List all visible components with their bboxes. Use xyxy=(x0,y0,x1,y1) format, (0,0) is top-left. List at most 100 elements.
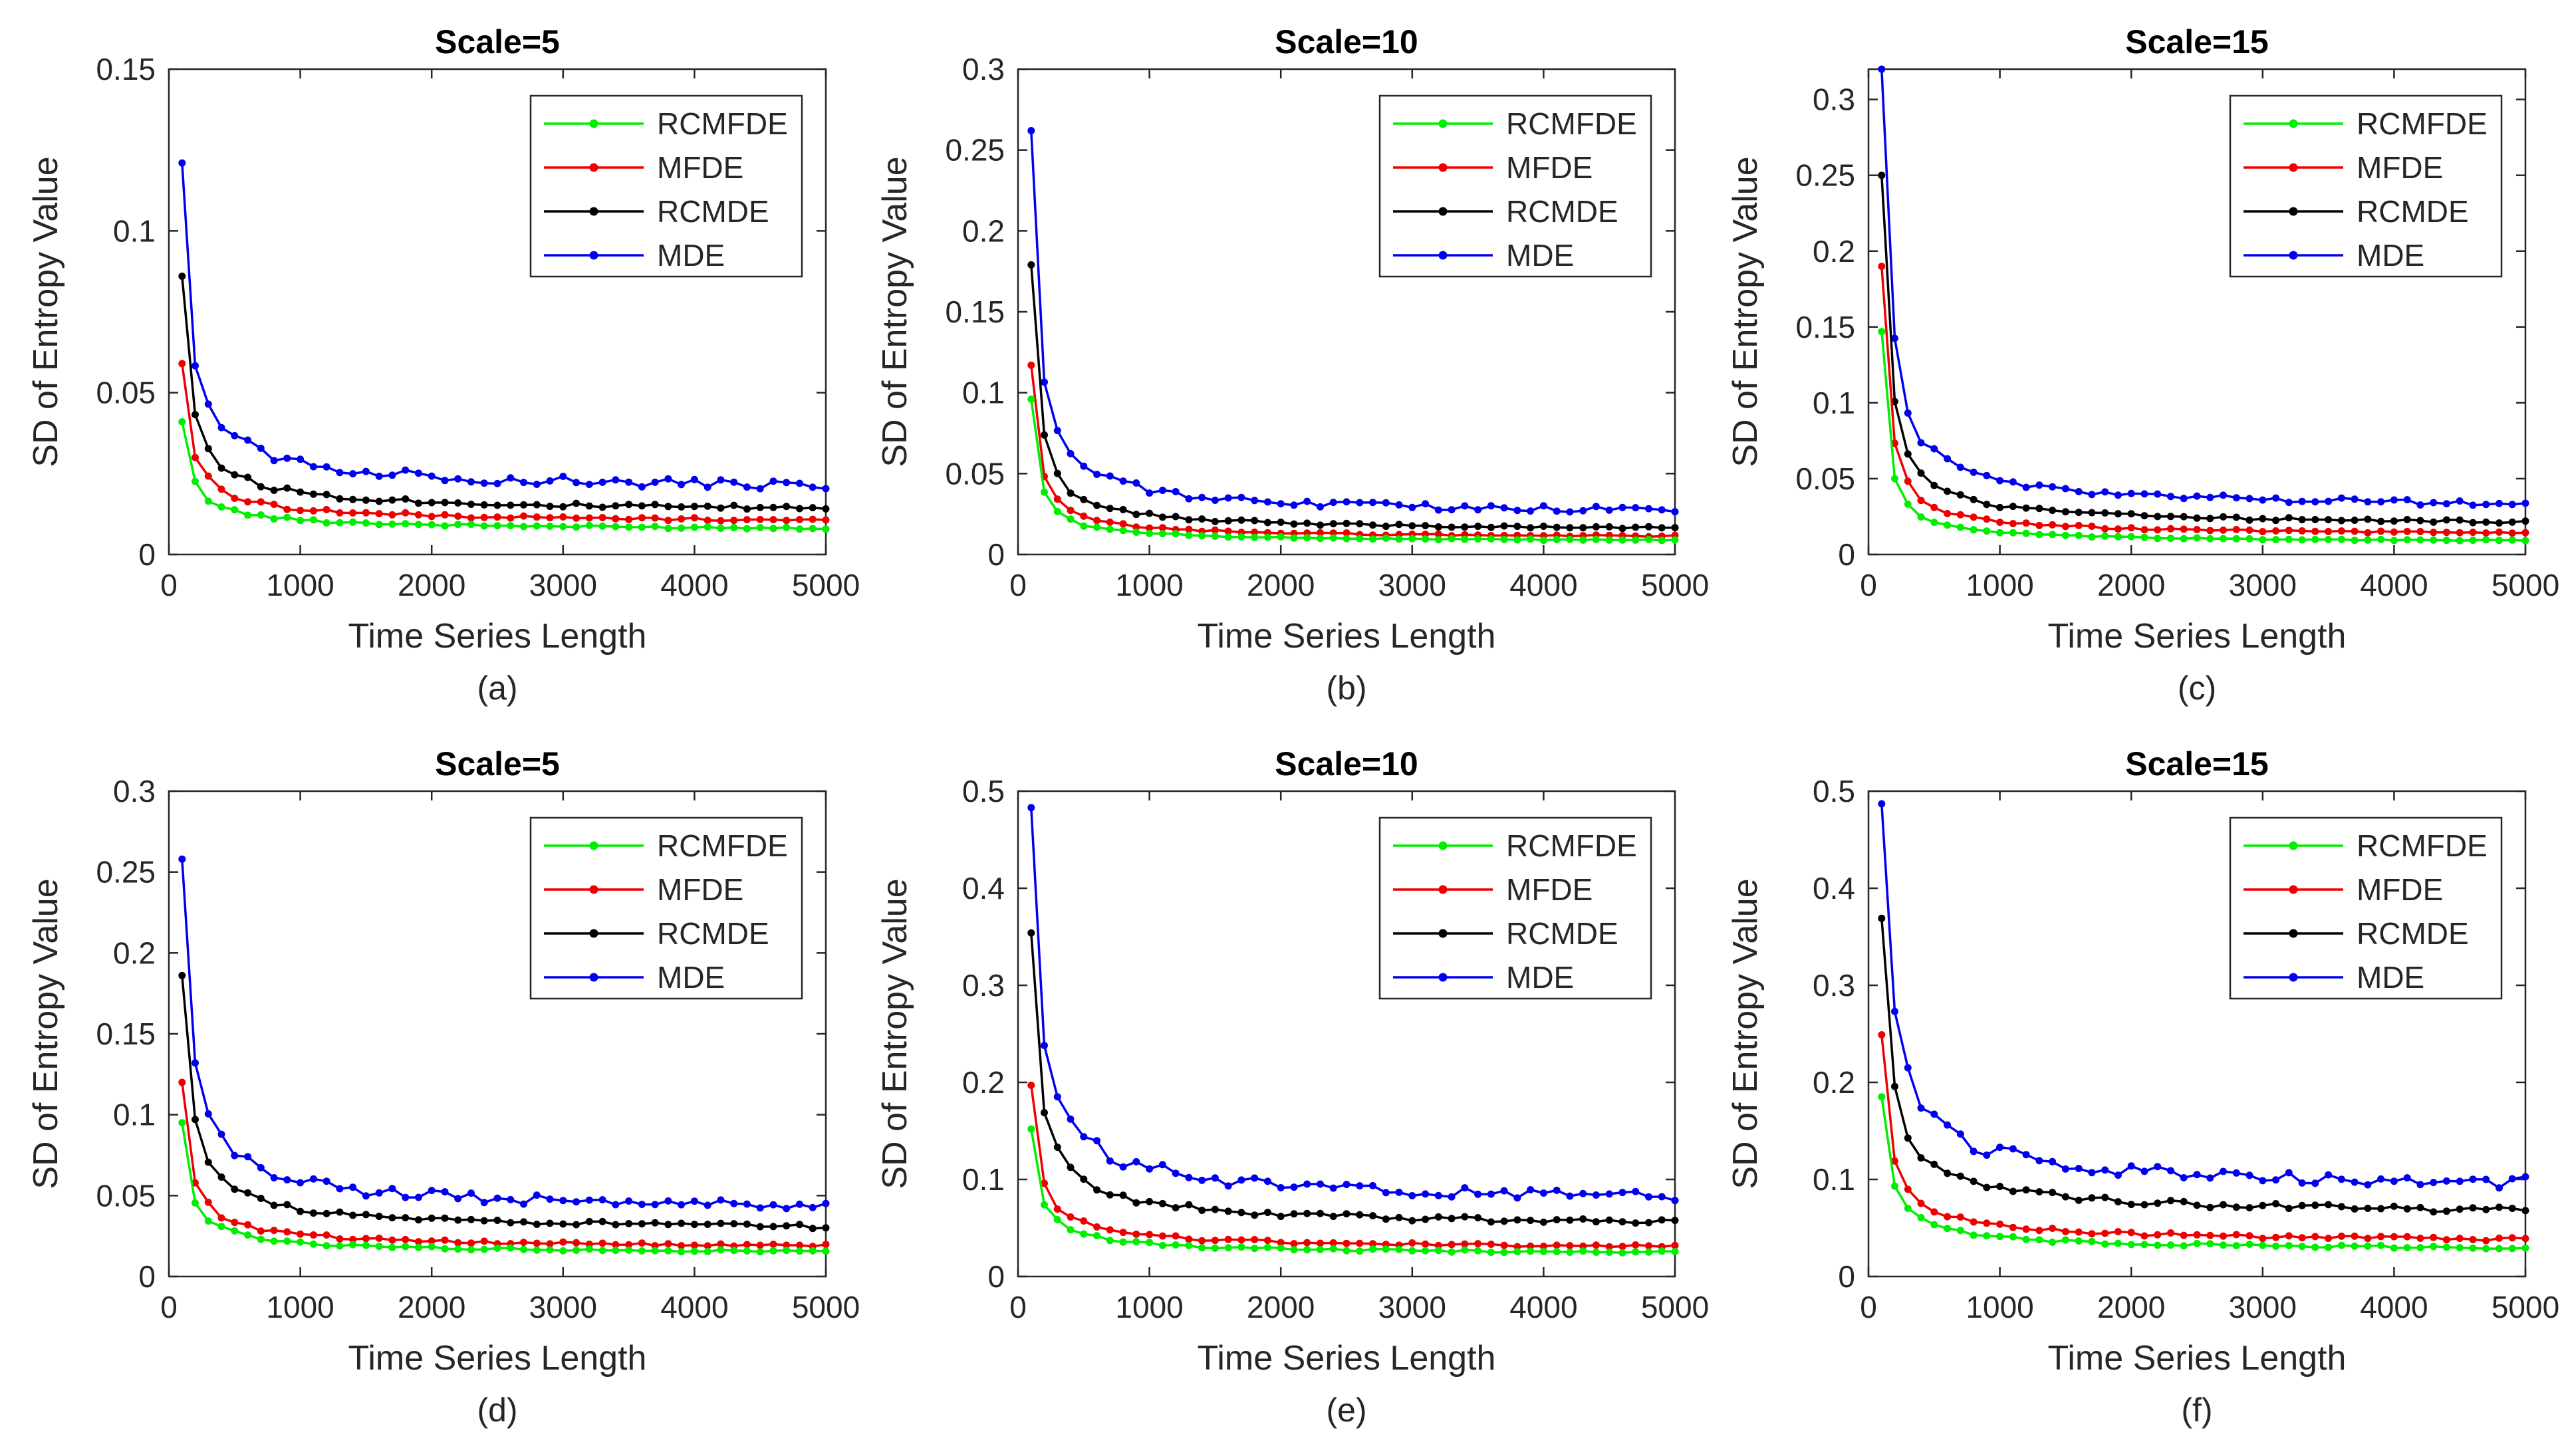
data-point xyxy=(1592,1241,1600,1249)
data-point xyxy=(2469,537,2477,545)
data-point xyxy=(1119,1191,1127,1199)
legend-marker xyxy=(589,841,598,850)
data-point xyxy=(231,431,239,439)
y-tick-label: 0.2 xyxy=(1813,1065,1855,1100)
data-point xyxy=(2403,516,2411,523)
data-point xyxy=(573,499,580,507)
data-point xyxy=(1106,472,1114,480)
data-point xyxy=(2022,483,2030,491)
data-point xyxy=(322,491,330,499)
data-point xyxy=(480,522,488,530)
data-point xyxy=(1343,529,1350,537)
data-point xyxy=(1067,449,1075,457)
data-point xyxy=(638,1239,646,1247)
data-point xyxy=(1917,1199,1925,1207)
data-point xyxy=(2035,1157,2043,1165)
data-point xyxy=(2259,496,2267,504)
data-point xyxy=(2272,536,2280,544)
series-rcmfde xyxy=(178,418,830,533)
data-point xyxy=(1904,1134,1912,1142)
data-point xyxy=(1317,529,1324,537)
data-point xyxy=(2456,1244,2464,1252)
data-point xyxy=(1904,1185,1912,1193)
data-point xyxy=(1891,475,1898,483)
data-point xyxy=(1172,530,1180,538)
data-point xyxy=(480,1199,488,1207)
data-point xyxy=(1224,494,1232,502)
data-point xyxy=(2075,1228,2083,1236)
data-point xyxy=(573,514,580,522)
data-point xyxy=(2416,1244,2424,1252)
data-point xyxy=(2482,1245,2490,1253)
y-tick-label: 0.2 xyxy=(1813,234,1855,269)
data-point xyxy=(217,1130,225,1138)
data-point xyxy=(2075,531,2083,539)
data-point xyxy=(664,1197,672,1205)
data-point xyxy=(480,513,488,521)
data-point xyxy=(2442,1243,2450,1251)
data-point xyxy=(730,478,738,486)
legend-label: MDE xyxy=(657,960,725,995)
data-point xyxy=(1041,378,1048,386)
data-point xyxy=(1970,468,1978,476)
data-point xyxy=(2075,488,2083,495)
data-point xyxy=(2390,1202,2398,1210)
data-point xyxy=(322,1242,330,1250)
data-point xyxy=(1263,1209,1271,1217)
data-point xyxy=(2193,492,2201,500)
data-point xyxy=(598,514,606,521)
data-point xyxy=(2456,537,2464,545)
data-point xyxy=(1579,1247,1587,1255)
data-point xyxy=(1658,1193,1666,1201)
data-point xyxy=(2232,526,2240,533)
data-point xyxy=(1106,1237,1114,1245)
data-point xyxy=(231,495,239,502)
data-point xyxy=(283,484,291,492)
data-point xyxy=(625,515,633,523)
data-point xyxy=(1369,1245,1376,1253)
data-point xyxy=(2521,529,2529,537)
data-point xyxy=(1408,1217,1416,1225)
data-point xyxy=(1356,535,1364,543)
data-point xyxy=(428,1243,436,1251)
legend-marker xyxy=(1438,885,1448,894)
legend-label: MFDE xyxy=(657,150,743,185)
data-point xyxy=(520,523,527,531)
y-axis-label: SD of Entropy Value xyxy=(876,878,914,1189)
data-point xyxy=(2127,533,2135,541)
data-point xyxy=(1395,535,1403,543)
data-point xyxy=(1106,505,1114,513)
legend-label: RCMDE xyxy=(1506,194,1618,229)
data-point xyxy=(1592,535,1600,543)
data-point xyxy=(573,523,580,531)
data-point xyxy=(2232,1231,2240,1239)
data-point xyxy=(559,473,567,480)
data-point xyxy=(1671,536,1679,544)
data-point xyxy=(1053,1216,1061,1223)
data-point xyxy=(822,1224,830,1232)
data-point xyxy=(454,521,462,529)
data-point xyxy=(1303,1209,1311,1217)
data-point xyxy=(1996,1233,2004,1241)
data-point xyxy=(559,1197,567,1205)
data-point xyxy=(638,514,646,522)
data-point xyxy=(1553,536,1561,543)
data-point xyxy=(1579,536,1587,544)
data-point xyxy=(244,511,252,519)
data-point xyxy=(1956,1213,1964,1221)
legend-marker xyxy=(2289,929,2298,938)
data-point xyxy=(1211,497,1219,504)
data-point xyxy=(467,1189,475,1197)
data-point xyxy=(1263,533,1271,541)
panel-label: (d) xyxy=(477,1392,517,1429)
y-tick-label: 0.1 xyxy=(1813,386,1855,420)
data-point xyxy=(1878,263,1886,271)
data-point xyxy=(1891,334,1898,342)
legend-label: RCMFDE xyxy=(2357,106,2488,141)
chart-panel-c: Scale=15 0 1000 2000 3000 4000 5000 0 0.05 0.1 0.1… xyxy=(1726,23,2559,707)
panel-label: (b) xyxy=(1326,669,1366,707)
data-point xyxy=(2220,1201,2227,1209)
legend-label: MDE xyxy=(1506,960,1574,995)
y-tick-label: 0.3 xyxy=(962,52,1005,86)
data-point xyxy=(283,505,291,513)
